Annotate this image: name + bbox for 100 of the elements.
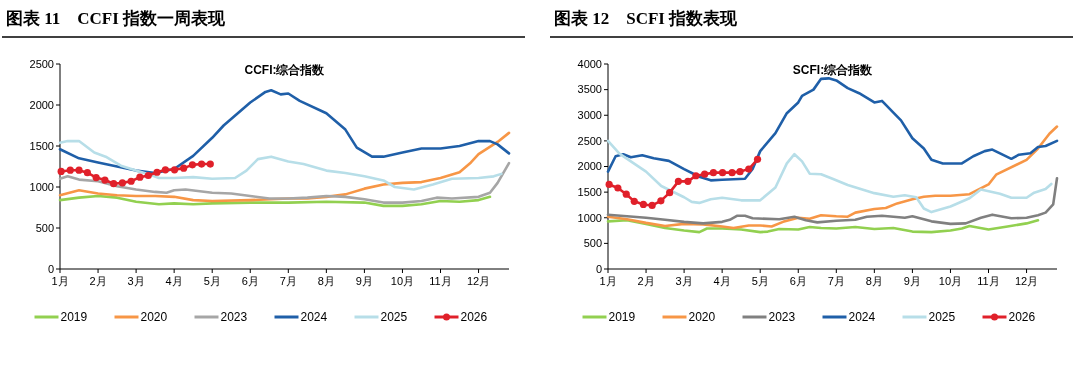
point xyxy=(630,197,638,205)
y-tick-label: 4000 xyxy=(577,57,602,70)
y-tick-label: 500 xyxy=(583,237,602,250)
point xyxy=(753,155,762,163)
x-tick-label: 11月 xyxy=(429,275,452,287)
point xyxy=(614,184,622,192)
y-tick-label: 2500 xyxy=(29,57,54,70)
y-tick-label: 0 xyxy=(595,262,602,275)
point xyxy=(110,180,118,188)
x-tick-label: 10月 xyxy=(938,275,963,287)
y-tick-label: 1000 xyxy=(577,211,602,224)
x-tick-label: 9月 xyxy=(355,275,373,287)
y-tick-label: 1500 xyxy=(577,185,602,198)
legend-label: 2019 xyxy=(608,310,636,325)
line-series xyxy=(606,77,1059,182)
point xyxy=(657,197,665,205)
point xyxy=(92,173,100,182)
x-tick-label: 3月 xyxy=(675,275,693,287)
legend-label: 2025 xyxy=(928,310,956,325)
point xyxy=(153,168,161,176)
point xyxy=(127,177,135,185)
point xyxy=(728,169,736,177)
point xyxy=(197,160,206,168)
legend-label: 2020 xyxy=(140,310,168,325)
y-tick-label: 2000 xyxy=(577,160,602,173)
point xyxy=(674,177,682,185)
point xyxy=(684,177,692,185)
point xyxy=(639,200,647,209)
y-tick-label: 3000 xyxy=(577,109,602,122)
x-tick-label: 2月 xyxy=(637,275,655,287)
point xyxy=(170,166,179,174)
x-tick-label: 6月 xyxy=(789,275,807,287)
chart-subtitle: CCFI:综合指数 xyxy=(244,63,326,77)
point xyxy=(701,170,709,178)
point xyxy=(745,165,753,173)
x-tick-label: 1月 xyxy=(51,275,69,287)
legend-label: 2025 xyxy=(380,310,408,325)
x-tick-label: 4月 xyxy=(165,275,183,287)
chart-subtitle: SCFI:综合指数 xyxy=(792,63,874,77)
y-tick-label: 0 xyxy=(47,262,54,275)
legend-label: 2024 xyxy=(848,310,876,325)
point xyxy=(605,180,613,189)
y-tick-label: 2000 xyxy=(29,98,54,111)
line-series xyxy=(606,219,1040,234)
line-series xyxy=(58,139,503,191)
legend-label: 2019 xyxy=(60,310,88,325)
x-tick-label: 5月 xyxy=(203,275,221,287)
point xyxy=(75,166,83,174)
point xyxy=(736,168,744,176)
line-series xyxy=(58,194,492,208)
point xyxy=(136,173,144,181)
x-tick-label: 8月 xyxy=(865,275,883,287)
x-tick-label: 8月 xyxy=(317,275,335,287)
x-tick-label: 11月 xyxy=(977,275,1000,287)
y-tick-label: 1000 xyxy=(29,180,54,193)
point xyxy=(622,190,630,198)
x-tick-label: 12月 xyxy=(466,275,491,287)
point xyxy=(188,161,197,169)
point xyxy=(66,166,74,174)
x-tick-label: 3月 xyxy=(127,275,145,287)
line-series xyxy=(606,125,1059,230)
y-tick-label: 500 xyxy=(35,221,54,234)
point xyxy=(180,164,188,172)
x-tick-label: 2月 xyxy=(89,275,107,287)
legend-label: 2023 xyxy=(768,310,796,325)
x-tick-label: 7月 xyxy=(279,275,297,287)
point xyxy=(718,169,727,177)
y-tick-label: 1500 xyxy=(29,139,54,152)
x-tick-label: 9月 xyxy=(903,275,921,287)
point xyxy=(692,172,700,180)
point xyxy=(206,160,214,168)
legend-label: 2020 xyxy=(688,310,716,325)
legend-label: 2026 xyxy=(460,310,488,325)
point xyxy=(83,169,91,177)
point xyxy=(709,169,717,177)
legend-label: 2023 xyxy=(220,310,248,325)
x-tick-label: 4月 xyxy=(713,275,731,287)
chart-title: 图表 12 SCFI 指数表现 xyxy=(554,9,739,28)
x-tick-label: 1月 xyxy=(599,275,617,287)
point xyxy=(101,176,109,184)
line-series xyxy=(58,88,511,175)
point xyxy=(57,167,65,176)
line-series xyxy=(58,161,511,204)
chart-title: 图表 11 CCFI 指数一周表现 xyxy=(6,9,227,28)
point xyxy=(161,166,169,174)
point xyxy=(118,179,126,187)
point xyxy=(144,171,152,180)
y-tick-label: 2500 xyxy=(577,134,602,147)
x-tick-label: 12月 xyxy=(1014,275,1039,287)
line-series xyxy=(606,139,1053,214)
legend-label: 2024 xyxy=(300,310,328,325)
y-tick-label: 3500 xyxy=(577,83,602,96)
x-tick-label: 5月 xyxy=(751,275,769,287)
point xyxy=(648,201,656,210)
x-tick-label: 10月 xyxy=(390,275,415,287)
line-series xyxy=(606,176,1059,226)
point xyxy=(666,189,674,197)
x-tick-label: 6月 xyxy=(241,275,259,287)
x-tick-label: 7月 xyxy=(827,275,845,287)
legend-label: 2026 xyxy=(1008,310,1036,325)
